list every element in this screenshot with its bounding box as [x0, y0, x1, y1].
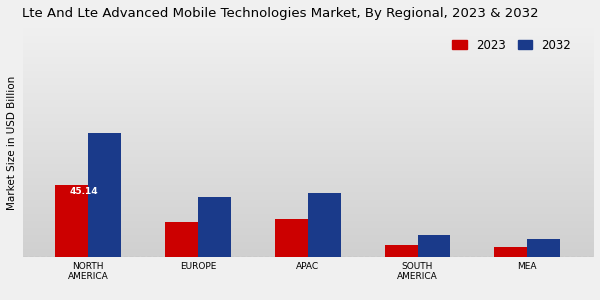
Bar [385, 245, 418, 257]
Legend: 2023, 2032: 2023, 2032 [448, 34, 576, 56]
Text: Lte And Lte Advanced Mobile Technologies Market, By Regional, 2023 & 2032: Lte And Lte Advanced Mobile Technologies… [23, 7, 539, 20]
Bar [198, 196, 231, 257]
Y-axis label: Market Size in USD Billion: Market Size in USD Billion [7, 75, 17, 209]
Bar [165, 222, 198, 257]
Bar [308, 194, 341, 257]
Bar [527, 239, 560, 257]
Bar [494, 247, 527, 257]
Bar [88, 133, 121, 257]
Bar [275, 219, 308, 257]
Text: 45.14: 45.14 [70, 188, 98, 196]
Bar [418, 236, 451, 257]
Bar [55, 185, 88, 257]
